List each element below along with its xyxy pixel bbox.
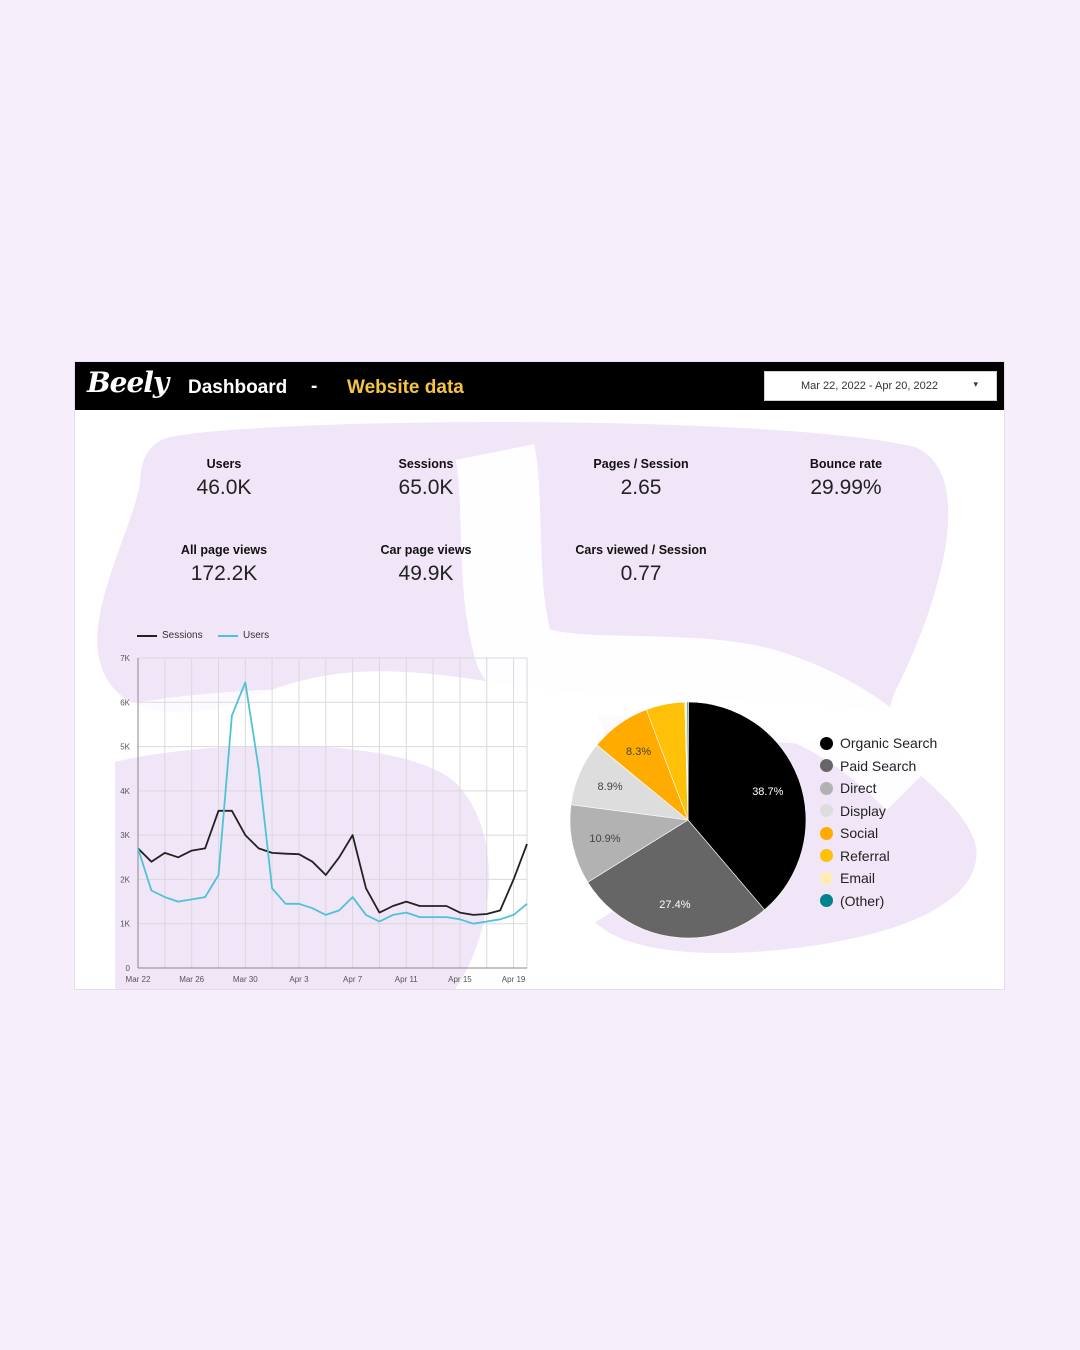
kpi-value: 0.77	[620, 562, 662, 585]
slice-label: 8.3%	[626, 746, 651, 758]
legend-dot	[820, 781, 833, 795]
legend-label: Sessions	[162, 630, 203, 641]
x-tick-label: Mar 22	[126, 975, 151, 984]
kpi-label: Users	[206, 457, 242, 471]
line-chart: 0 1K 2K 3K 4K 5K 6K 7K Mar 22 Mar 26 Mar 30 Apr 3 Ap…	[120, 654, 528, 984]
legend-dot	[820, 759, 833, 773]
legend-label: Referral	[840, 847, 890, 864]
dashboard-card: Beely Dashboard - Website data Mar 22, 2…	[75, 362, 1004, 989]
legend-dot	[820, 871, 833, 885]
legend-item-sessions[interactable]: Sessions	[137, 630, 203, 641]
kpi-label: Bounce rate	[809, 457, 883, 471]
chevron-down-icon[interactable]: ▾	[973, 379, 978, 389]
y-tick-label: 5K	[120, 743, 130, 752]
legend-swatch	[218, 634, 238, 637]
kpi-label: Car page views	[380, 543, 472, 557]
kpi-car-page-views: Car page views 49.9K	[336, 543, 516, 586]
x-tick-label: Apr 7	[343, 975, 363, 984]
legend-item-referral[interactable]: Referral	[820, 845, 937, 868]
legend-dot	[820, 849, 833, 863]
legend-item-organic-search[interactable]: Organic Search	[820, 732, 937, 755]
page-title: Dashboard	[188, 377, 288, 398]
legend-label: Paid Search	[840, 757, 917, 774]
y-tick-label: 3K	[120, 831, 130, 840]
date-range-picker[interactable]: Mar 22, 2022 - Apr 20, 2022 ▾	[764, 371, 997, 401]
legend-item-display[interactable]: Display	[820, 800, 937, 823]
slice-label: 8.9%	[598, 781, 623, 793]
y-tick-label: 1K	[120, 920, 130, 929]
legend-dot	[820, 736, 833, 750]
x-tick-label: Apr 15	[448, 975, 472, 984]
slice-label: 10.9%	[589, 833, 620, 845]
kpi-value: 46.0K	[196, 476, 252, 499]
legend-item-direct[interactable]: Direct	[820, 777, 937, 800]
kpi-all-page-views: All page views 172.2K	[134, 543, 314, 586]
pie-slice-organic-search[interactable]	[687, 701, 807, 911]
legend-item-email[interactable]: Email	[820, 867, 937, 890]
title-separator: -	[311, 376, 318, 397]
kpi-value: 29.99%	[810, 476, 882, 499]
kpi-value: 65.0K	[398, 476, 454, 499]
legend-item-social[interactable]: Social	[820, 822, 937, 845]
legend-label: (Other)	[840, 892, 885, 909]
y-tick-label: 4K	[120, 787, 130, 796]
kpi-value: 172.2K	[190, 562, 258, 585]
logo[interactable]: Beely	[87, 366, 169, 399]
pie-slice-paid-search[interactable]	[587, 819, 765, 939]
date-range-text: Mar 22, 2022 - Apr 20, 2022	[801, 380, 938, 392]
kpi-value: 49.9K	[398, 562, 454, 585]
kpi-cars-viewed-per-session: Cars viewed / Session 0.77	[551, 543, 731, 586]
legend-item-paid-search[interactable]: Paid Search	[820, 755, 937, 778]
kpi-label: Cars viewed / Session	[575, 543, 707, 557]
kpi-label: Sessions	[398, 457, 454, 471]
x-tick-label: Mar 26	[179, 975, 204, 984]
legend-dot	[820, 826, 833, 840]
y-tick-label: 7K	[120, 654, 130, 663]
legend-label: Email	[840, 870, 876, 887]
legend-label: Social	[840, 825, 879, 842]
legend-dot	[820, 804, 833, 818]
legend-label: Organic Search	[840, 735, 938, 752]
kpi-users: Users 46.0K	[134, 457, 314, 500]
pie-legend: Organic Search Paid Search Direct Displa…	[820, 732, 937, 912]
legend-item-users[interactable]: Users	[218, 630, 269, 641]
y-tick-label: 2K	[120, 875, 130, 884]
legend-dot	[820, 894, 833, 908]
legend-item-other[interactable]: (Other)	[820, 890, 937, 913]
legend-label: Display	[840, 802, 886, 819]
kpi-sessions: Sessions 65.0K	[336, 457, 516, 500]
pie-slice-other[interactable]	[686, 701, 689, 821]
x-tick-label: Apr 19	[502, 975, 526, 984]
pie-slice-direct[interactable]	[569, 804, 689, 883]
kpi-value: 2.65	[620, 476, 662, 499]
kpi-label: All page views	[180, 543, 268, 557]
kpi-label: Pages / Session	[593, 457, 689, 471]
page-subtitle: Website data	[347, 377, 464, 398]
legend-label: Users	[243, 630, 270, 641]
legend-swatch	[137, 634, 157, 637]
header-bar: Beely Dashboard - Website data Mar 22, 2…	[75, 362, 1004, 410]
slice-label: 27.4%	[659, 899, 690, 911]
slice-label: 38.7%	[752, 786, 783, 798]
series-line-users[interactable]	[137, 681, 528, 925]
x-tick-label: Mar 30	[233, 975, 258, 984]
kpi-bounce-rate: Bounce rate 29.99%	[756, 457, 936, 500]
series-line-sessions[interactable]	[137, 809, 528, 916]
pie-chart: 38.7% 27.4% 10.9% 8.9% 8.3%	[569, 701, 807, 939]
kpi-pages-per-session: Pages / Session 2.65	[551, 457, 731, 500]
y-tick-label: 6K	[120, 698, 130, 707]
x-tick-label: Apr 11	[395, 975, 419, 984]
legend-label: Direct	[840, 780, 877, 797]
x-tick-label: Apr 3	[289, 975, 309, 984]
y-tick-label: 0	[126, 964, 131, 973]
